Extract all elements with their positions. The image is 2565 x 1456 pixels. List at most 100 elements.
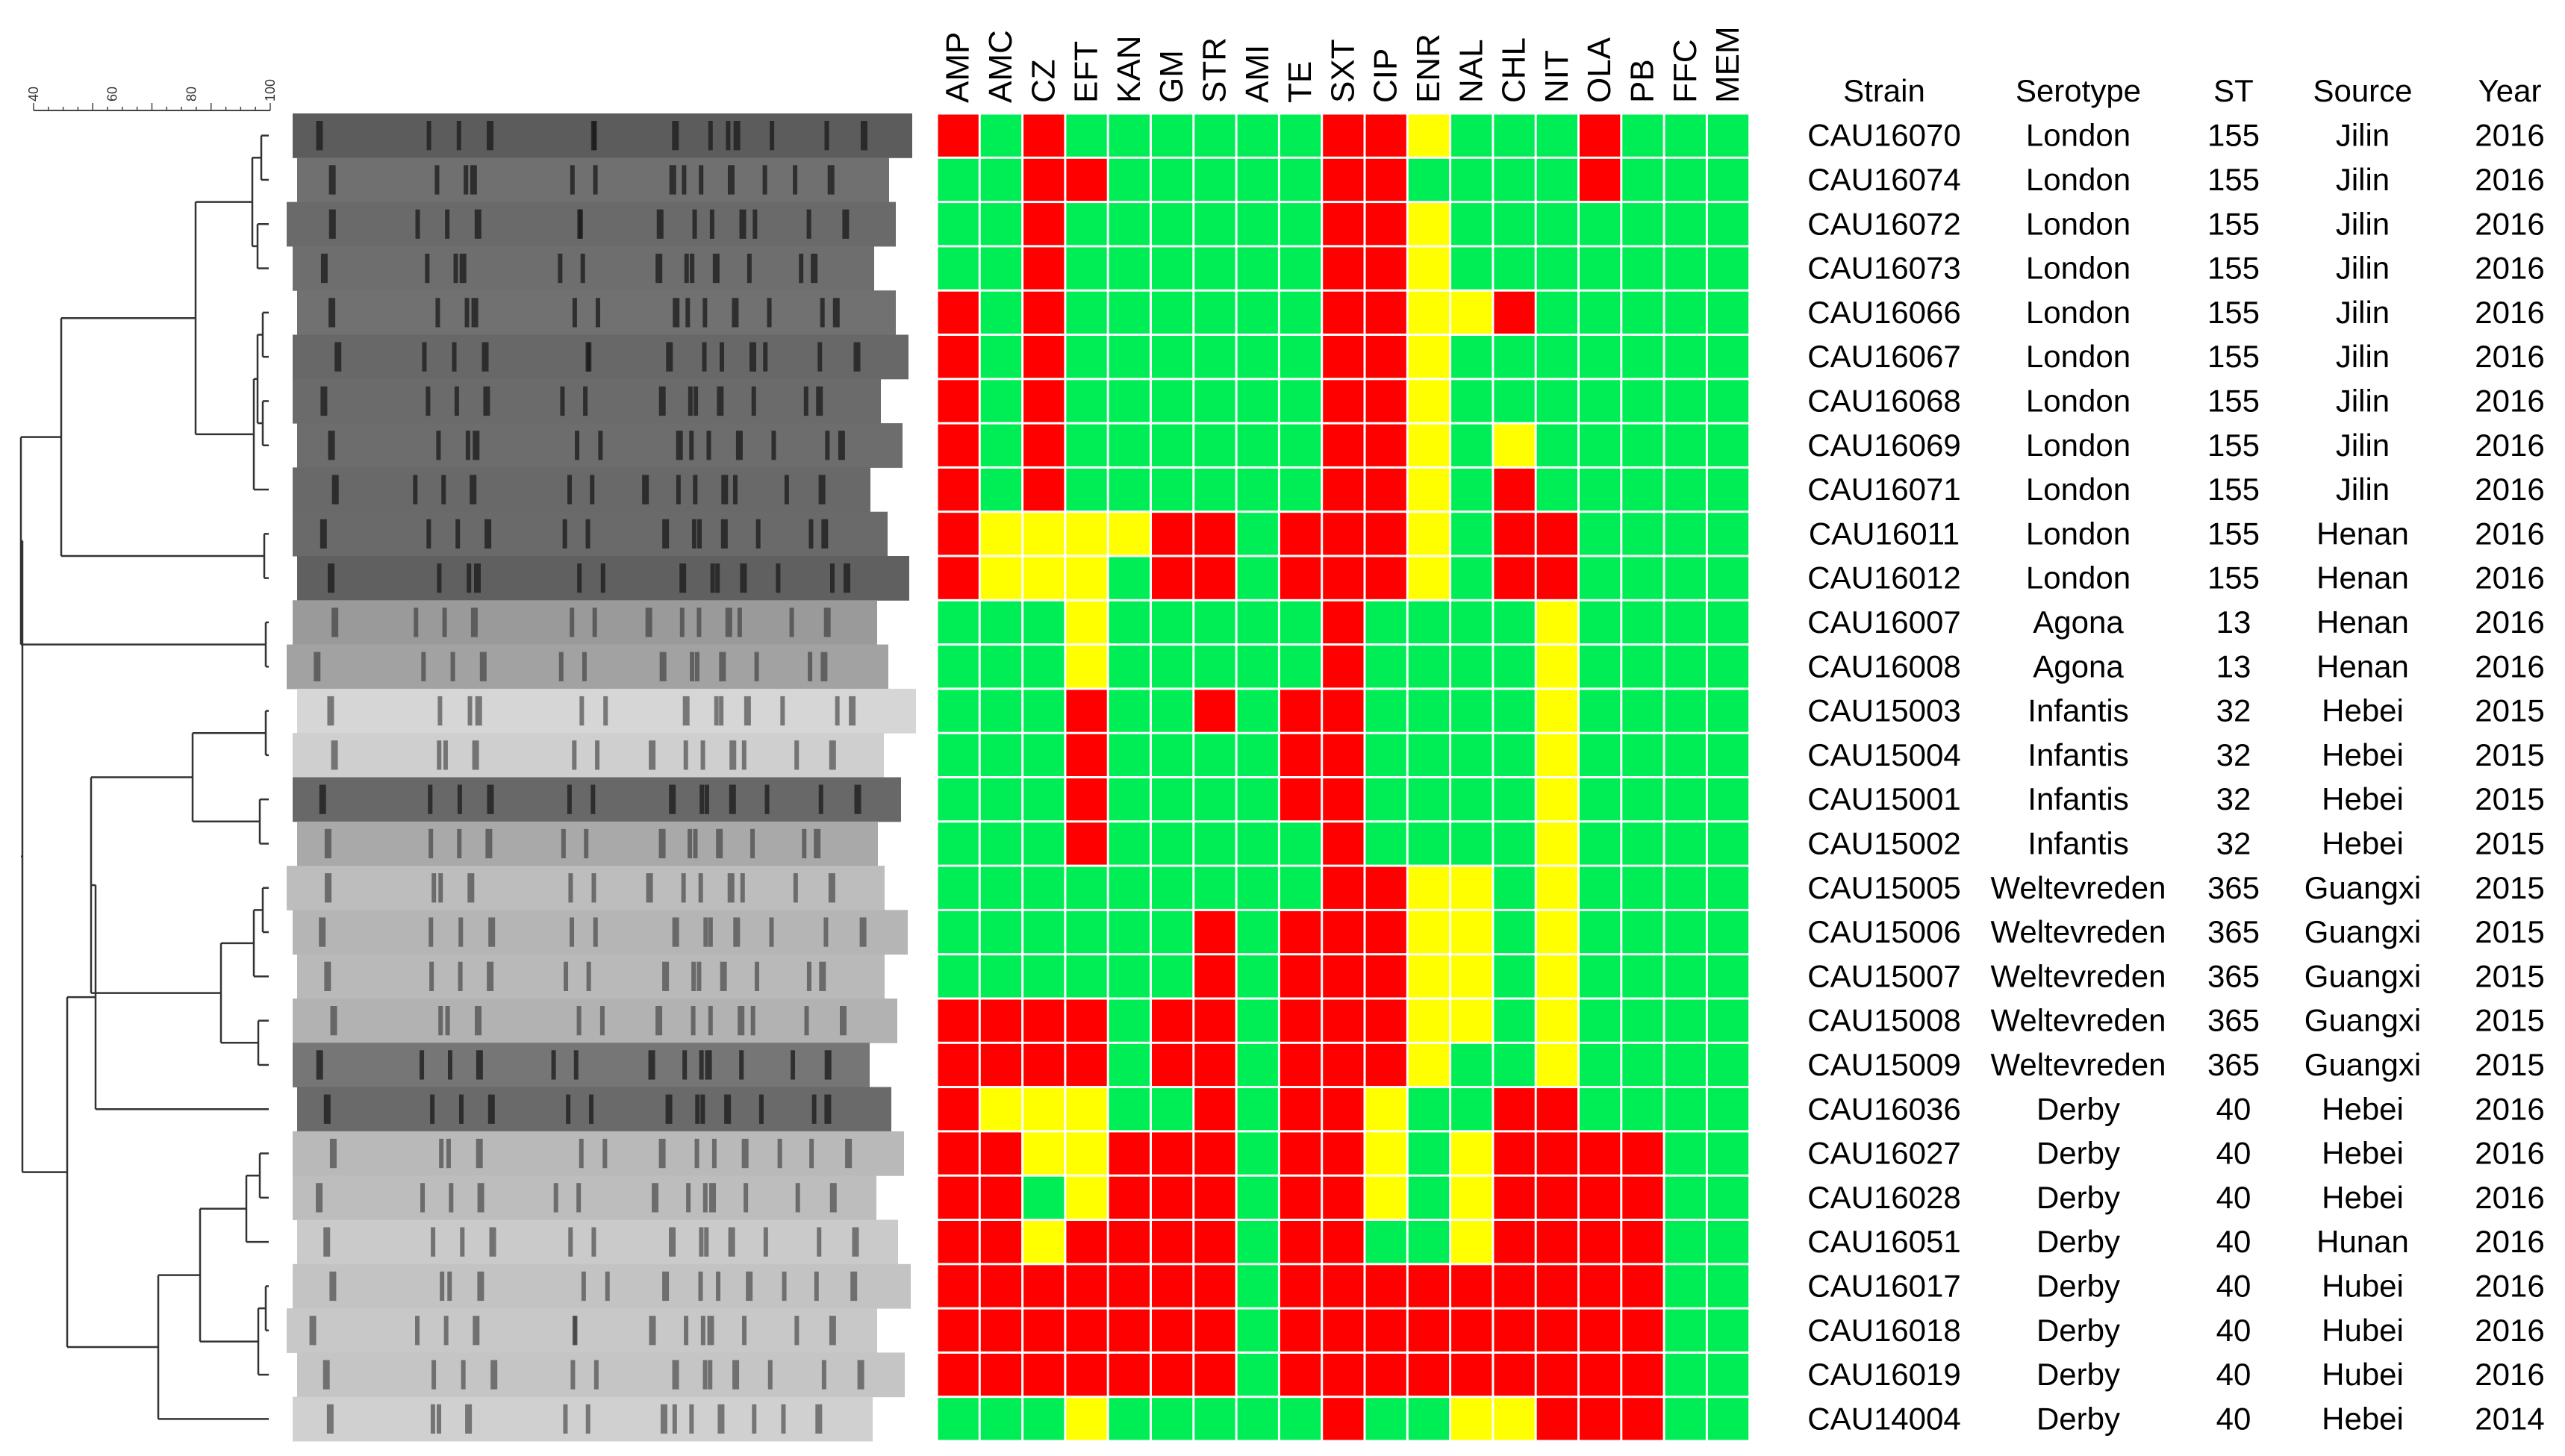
source-province-cell: Hebei bbox=[2322, 1091, 2404, 1126]
heatmap-cell bbox=[1280, 1265, 1321, 1307]
heatmap-cell bbox=[1323, 513, 1364, 555]
heatmap-cell bbox=[1408, 158, 1450, 201]
heatmap-cell bbox=[1152, 424, 1193, 466]
heatmap-cell bbox=[1194, 1353, 1235, 1396]
heatmap-cell bbox=[1580, 291, 1621, 334]
heatmap-cell bbox=[1494, 999, 1535, 1042]
heatmap-cell bbox=[1023, 734, 1065, 776]
heatmap-cell bbox=[1323, 866, 1364, 909]
heatmap-cell bbox=[1408, 468, 1450, 511]
gel-band bbox=[649, 1316, 656, 1346]
heatmap-cell bbox=[1023, 690, 1065, 732]
strain-id-cell: CAU16070 bbox=[1807, 118, 1960, 153]
heatmap-cell bbox=[1152, 336, 1193, 378]
heatmap-cell bbox=[1536, 291, 1577, 334]
gel-band bbox=[576, 1183, 582, 1213]
heatmap-cell bbox=[1323, 380, 1364, 422]
heatmap-cell bbox=[1152, 247, 1193, 290]
heatmap-cell bbox=[1109, 1221, 1150, 1263]
sequence-type-cell: 155 bbox=[2207, 428, 2260, 463]
heatmap-cell bbox=[1580, 247, 1621, 290]
gel-band bbox=[331, 475, 339, 504]
antibiotic-header-labels: AMP AMC CZ EFT KAN GM STR AMI TE SXT CIP ENR NAL CHL N… bbox=[940, 26, 1746, 103]
heatmap-cell bbox=[1023, 910, 1065, 954]
gel-band bbox=[698, 1271, 703, 1302]
heatmap-cell bbox=[1023, 1176, 1065, 1219]
heatmap-cell bbox=[1237, 336, 1278, 378]
heatmap-cell bbox=[1066, 424, 1107, 466]
source-province-cell: Hubei bbox=[2322, 1313, 2404, 1348]
gel-lane bbox=[293, 1263, 911, 1309]
gel-band bbox=[322, 1360, 330, 1390]
gel-band bbox=[573, 1316, 578, 1346]
heatmap-cell bbox=[1494, 513, 1535, 555]
source-province-cell: Guangxi bbox=[2304, 1047, 2421, 1082]
heatmap-cell bbox=[1023, 291, 1065, 334]
heatmap-cell bbox=[1536, 1265, 1577, 1307]
heatmap-cell bbox=[980, 601, 1022, 644]
heatmap-cell bbox=[938, 910, 979, 954]
source-province-cell: Hebei bbox=[2322, 825, 2404, 860]
gel-band bbox=[567, 784, 572, 814]
gel-band bbox=[741, 740, 747, 770]
heatmap-cell bbox=[1237, 822, 1278, 865]
gel-band bbox=[490, 1360, 498, 1390]
isolation-year-cell: 2015 bbox=[2475, 870, 2544, 905]
source-province-cell: Jilin bbox=[2336, 118, 2390, 153]
source-province-cell: Guangxi bbox=[2304, 914, 2421, 949]
gel-band bbox=[473, 431, 480, 460]
sequence-type-cell: 40 bbox=[2216, 1401, 2251, 1436]
gel-band bbox=[693, 828, 698, 859]
gel-band bbox=[443, 740, 448, 770]
heatmap-cell bbox=[1023, 114, 1065, 157]
gel-band bbox=[323, 1227, 331, 1257]
heatmap-cell bbox=[1323, 1132, 1364, 1175]
heatmap-cell bbox=[1109, 601, 1150, 644]
heatmap-cell bbox=[1023, 1353, 1065, 1396]
heatmap-cell bbox=[1494, 380, 1535, 422]
heatmap-cell bbox=[1109, 910, 1150, 954]
heatmap-cell bbox=[1280, 336, 1321, 378]
heatmap-cell bbox=[1665, 734, 1706, 776]
heatmap-cell bbox=[938, 1265, 979, 1307]
gel-band bbox=[324, 961, 331, 991]
heatmap-cell bbox=[1109, 203, 1150, 246]
sequence-type-cell: 32 bbox=[2216, 693, 2251, 728]
heatmap-cell bbox=[980, 778, 1022, 821]
strain-id-cell: CAU15009 bbox=[1807, 1047, 1960, 1082]
gel-band bbox=[724, 1094, 732, 1124]
heatmap-cell bbox=[1194, 203, 1235, 246]
gel-band bbox=[582, 652, 587, 681]
heatmap-cell bbox=[1536, 866, 1577, 909]
isolation-year-cell: 2016 bbox=[2475, 1357, 2544, 1392]
heatmap-cell bbox=[1408, 557, 1450, 599]
gel-band bbox=[572, 740, 577, 770]
heatmap-cell bbox=[1280, 955, 1321, 998]
heatmap-cell bbox=[1280, 203, 1321, 246]
heatmap-cell bbox=[1707, 822, 1749, 865]
gel-band bbox=[435, 298, 440, 328]
heatmap-cell bbox=[1536, 999, 1577, 1042]
heatmap-cell bbox=[1665, 955, 1706, 998]
heatmap-cell bbox=[1707, 114, 1749, 157]
heatmap-cell bbox=[1365, 1132, 1406, 1175]
heatmap-cell bbox=[1365, 1043, 1406, 1087]
heatmap-cell bbox=[1451, 690, 1492, 732]
strain-id-cell: CAU16027 bbox=[1807, 1136, 1960, 1171]
heatmap-cell bbox=[938, 1309, 979, 1352]
source-province-cell: Hubei bbox=[2322, 1268, 2404, 1303]
gel-band bbox=[842, 209, 850, 239]
gel-band bbox=[708, 121, 713, 151]
heatmap-cell bbox=[1194, 866, 1235, 909]
heatmap-cell bbox=[1323, 734, 1364, 776]
gel-band bbox=[852, 1227, 859, 1257]
gel-band bbox=[662, 1271, 670, 1302]
heatmap-cell bbox=[1280, 866, 1321, 909]
gel-band bbox=[467, 873, 475, 903]
heatmap-cell bbox=[1066, 955, 1107, 998]
gel-band bbox=[323, 1094, 331, 1124]
heatmap-cell bbox=[1408, 999, 1450, 1042]
sequence-type-cell: 13 bbox=[2216, 649, 2251, 684]
heatmap-cell bbox=[1580, 1265, 1621, 1307]
heatmap-cell bbox=[938, 291, 979, 334]
